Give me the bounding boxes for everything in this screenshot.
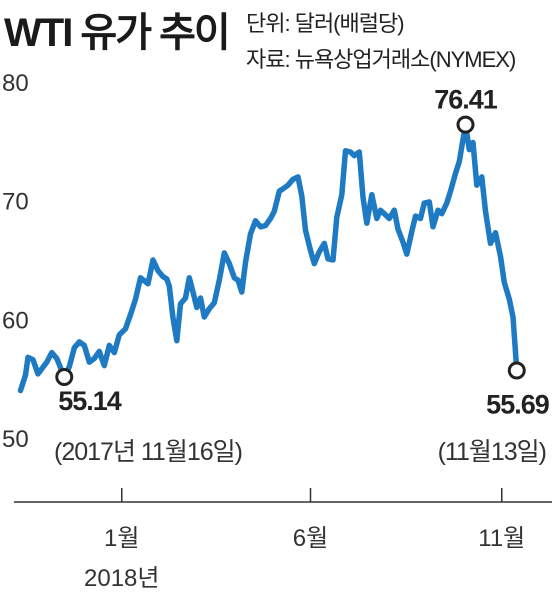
y-tick-label: 70: [2, 189, 29, 216]
x-tick-label: 1월: [104, 525, 139, 552]
x-tick-label: 11월: [478, 525, 525, 552]
annotations: 55.14 (2017년 11월16일) 76.41 55.69 (11월13일): [54, 85, 551, 466]
source-note: 자료: 뉴욕상업거래소(NYMEX): [246, 47, 516, 72]
annotation-value: 55.14: [58, 386, 122, 416]
annotation-value: 55.69: [486, 389, 550, 419]
y-tick-label: 80: [2, 70, 29, 97]
y-tick-label: 50: [2, 426, 29, 453]
y-axis-ticks: 50 60 70 80: [2, 70, 29, 453]
x-tick-label: 6월: [293, 525, 328, 552]
annotation-marker: [55, 368, 74, 387]
series-line: [17, 121, 520, 394]
y-tick-label: 60: [2, 307, 29, 334]
x-tick-sublabel: 2018년: [84, 565, 159, 592]
annotation-date: (2017년 11월16일): [54, 438, 242, 466]
annotation-marker: [507, 361, 526, 380]
chart-title: WTI 유가 추이: [4, 11, 231, 55]
annotation-date: (11월13일): [438, 438, 546, 466]
annotation-marker: [456, 115, 475, 134]
annotation-value: 76.41: [434, 85, 498, 115]
unit-note: 단위: 달러(배럴당): [246, 11, 405, 36]
x-axis-ticks: 1월 2018년 6월 11월: [84, 488, 525, 592]
